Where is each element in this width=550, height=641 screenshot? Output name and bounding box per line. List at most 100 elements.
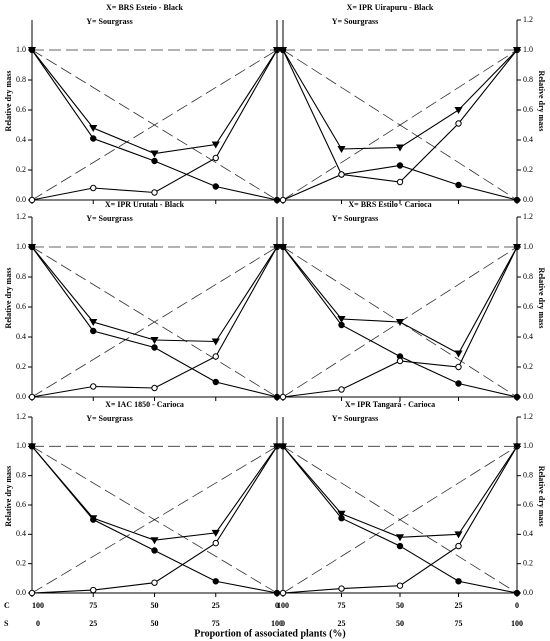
y-tick-label: 0.2 [16,558,26,567]
panel-subtitle: Y= Sourgrass [86,214,133,223]
x-tick-label: 50 [396,619,404,628]
point [90,383,97,390]
y-tick-label: 0.8 [16,470,26,479]
point [211,529,220,537]
series-line [282,445,518,538]
y-axis-label: Relative dry mass [4,466,13,527]
y-tick-label: 0.8 [523,75,533,84]
series-line [31,445,278,541]
expected-line [282,445,518,594]
series-line [282,49,518,150]
point [27,47,37,54]
y-axis-label: Relative dry mass [537,71,546,132]
y-tick-label: 0.6 [523,105,533,114]
expected-line [31,246,278,398]
point [27,244,37,251]
point [211,338,220,346]
y-tick-label: 0.2 [16,362,26,371]
point [151,157,158,165]
point [455,542,462,550]
point [454,350,463,358]
point [455,120,462,127]
y-axis-label: Relative dry mass [537,268,546,329]
y-tick-label: 1.0 [523,441,533,450]
y-tick-label: 0.0 [523,195,533,204]
x-tick-label: 25 [338,619,346,628]
x-tick-label: 0 [515,601,519,610]
point [28,589,36,597]
y-tick-label: 1.0 [16,242,26,251]
y-tick-label: 0.0 [16,588,26,597]
x-tick-label: 50 [396,601,404,610]
series-line [282,246,518,355]
point [151,344,158,351]
x-tick-label: 0 [36,619,40,628]
expected-line [31,49,278,201]
y-tick-label: 0.4 [16,529,26,538]
point [273,196,281,204]
y-tick-label: 1.2 [523,212,533,221]
y-tick-label: 1.2 [523,15,533,24]
panel-title: X= IAC 1850 - Carioca [105,400,184,409]
point [212,378,219,386]
point [396,357,404,365]
y-tick-label: 0.8 [523,470,533,479]
point [396,542,404,550]
x-tick-label: 100 [511,619,523,628]
point [150,150,159,158]
point [272,244,282,251]
point [272,47,282,54]
y-tick-label: 0.0 [523,588,533,597]
point [211,141,220,149]
series-line [31,49,278,155]
y-tick-label: 0.6 [16,105,26,114]
x-tick-label: 100 [271,619,283,628]
point [212,539,219,547]
y-tick-label: 0.0 [16,195,26,204]
x-tick-label: 25 [212,601,220,610]
x-tick-label: 25 [89,619,97,628]
y-tick-label: 1.0 [523,242,533,251]
point [279,196,287,204]
x-tick-label: 50 [151,601,159,610]
point [513,589,521,597]
y-tick-label: 0.4 [523,529,533,538]
x-tick-label: 100 [277,601,289,610]
y-axis-label: Relative dry mass [4,71,13,132]
point [150,337,159,344]
point [454,531,463,539]
x-axis-label: Proportion of associated plants (%) [194,628,345,639]
y-tick-label: 0.0 [16,392,26,401]
point [151,579,158,586]
panel-title: X= BRS Esteio - Black [106,3,184,12]
y-tick-label: 1.2 [523,412,533,421]
expected-line [31,445,278,594]
y-tick-label: 1.0 [523,45,533,54]
y-tick-label: 0.6 [523,302,533,311]
x-tick-label: 50 [151,619,159,628]
y-tick-label: 0.4 [16,332,26,341]
y-tick-label: 0.6 [16,302,26,311]
point [272,443,282,451]
series-line [31,246,278,343]
point [212,183,219,190]
point [89,319,98,326]
y-axis-label: Relative dry mass [537,466,546,527]
point [513,196,521,204]
y-tick-label: 0.6 [16,500,26,509]
point [396,162,404,169]
point [512,47,522,54]
y-tick-label: 0.0 [523,392,533,401]
point [273,393,281,401]
panel-subtitle: Y= Sourgrass [86,17,133,26]
point [151,384,158,392]
x-row-label: S [4,619,9,628]
point [512,443,522,451]
point [395,534,405,542]
point [278,244,288,251]
y-tick-label: 0.4 [16,135,26,144]
point [337,146,346,153]
y-tick-label: 0.8 [523,272,533,281]
point [28,393,36,401]
